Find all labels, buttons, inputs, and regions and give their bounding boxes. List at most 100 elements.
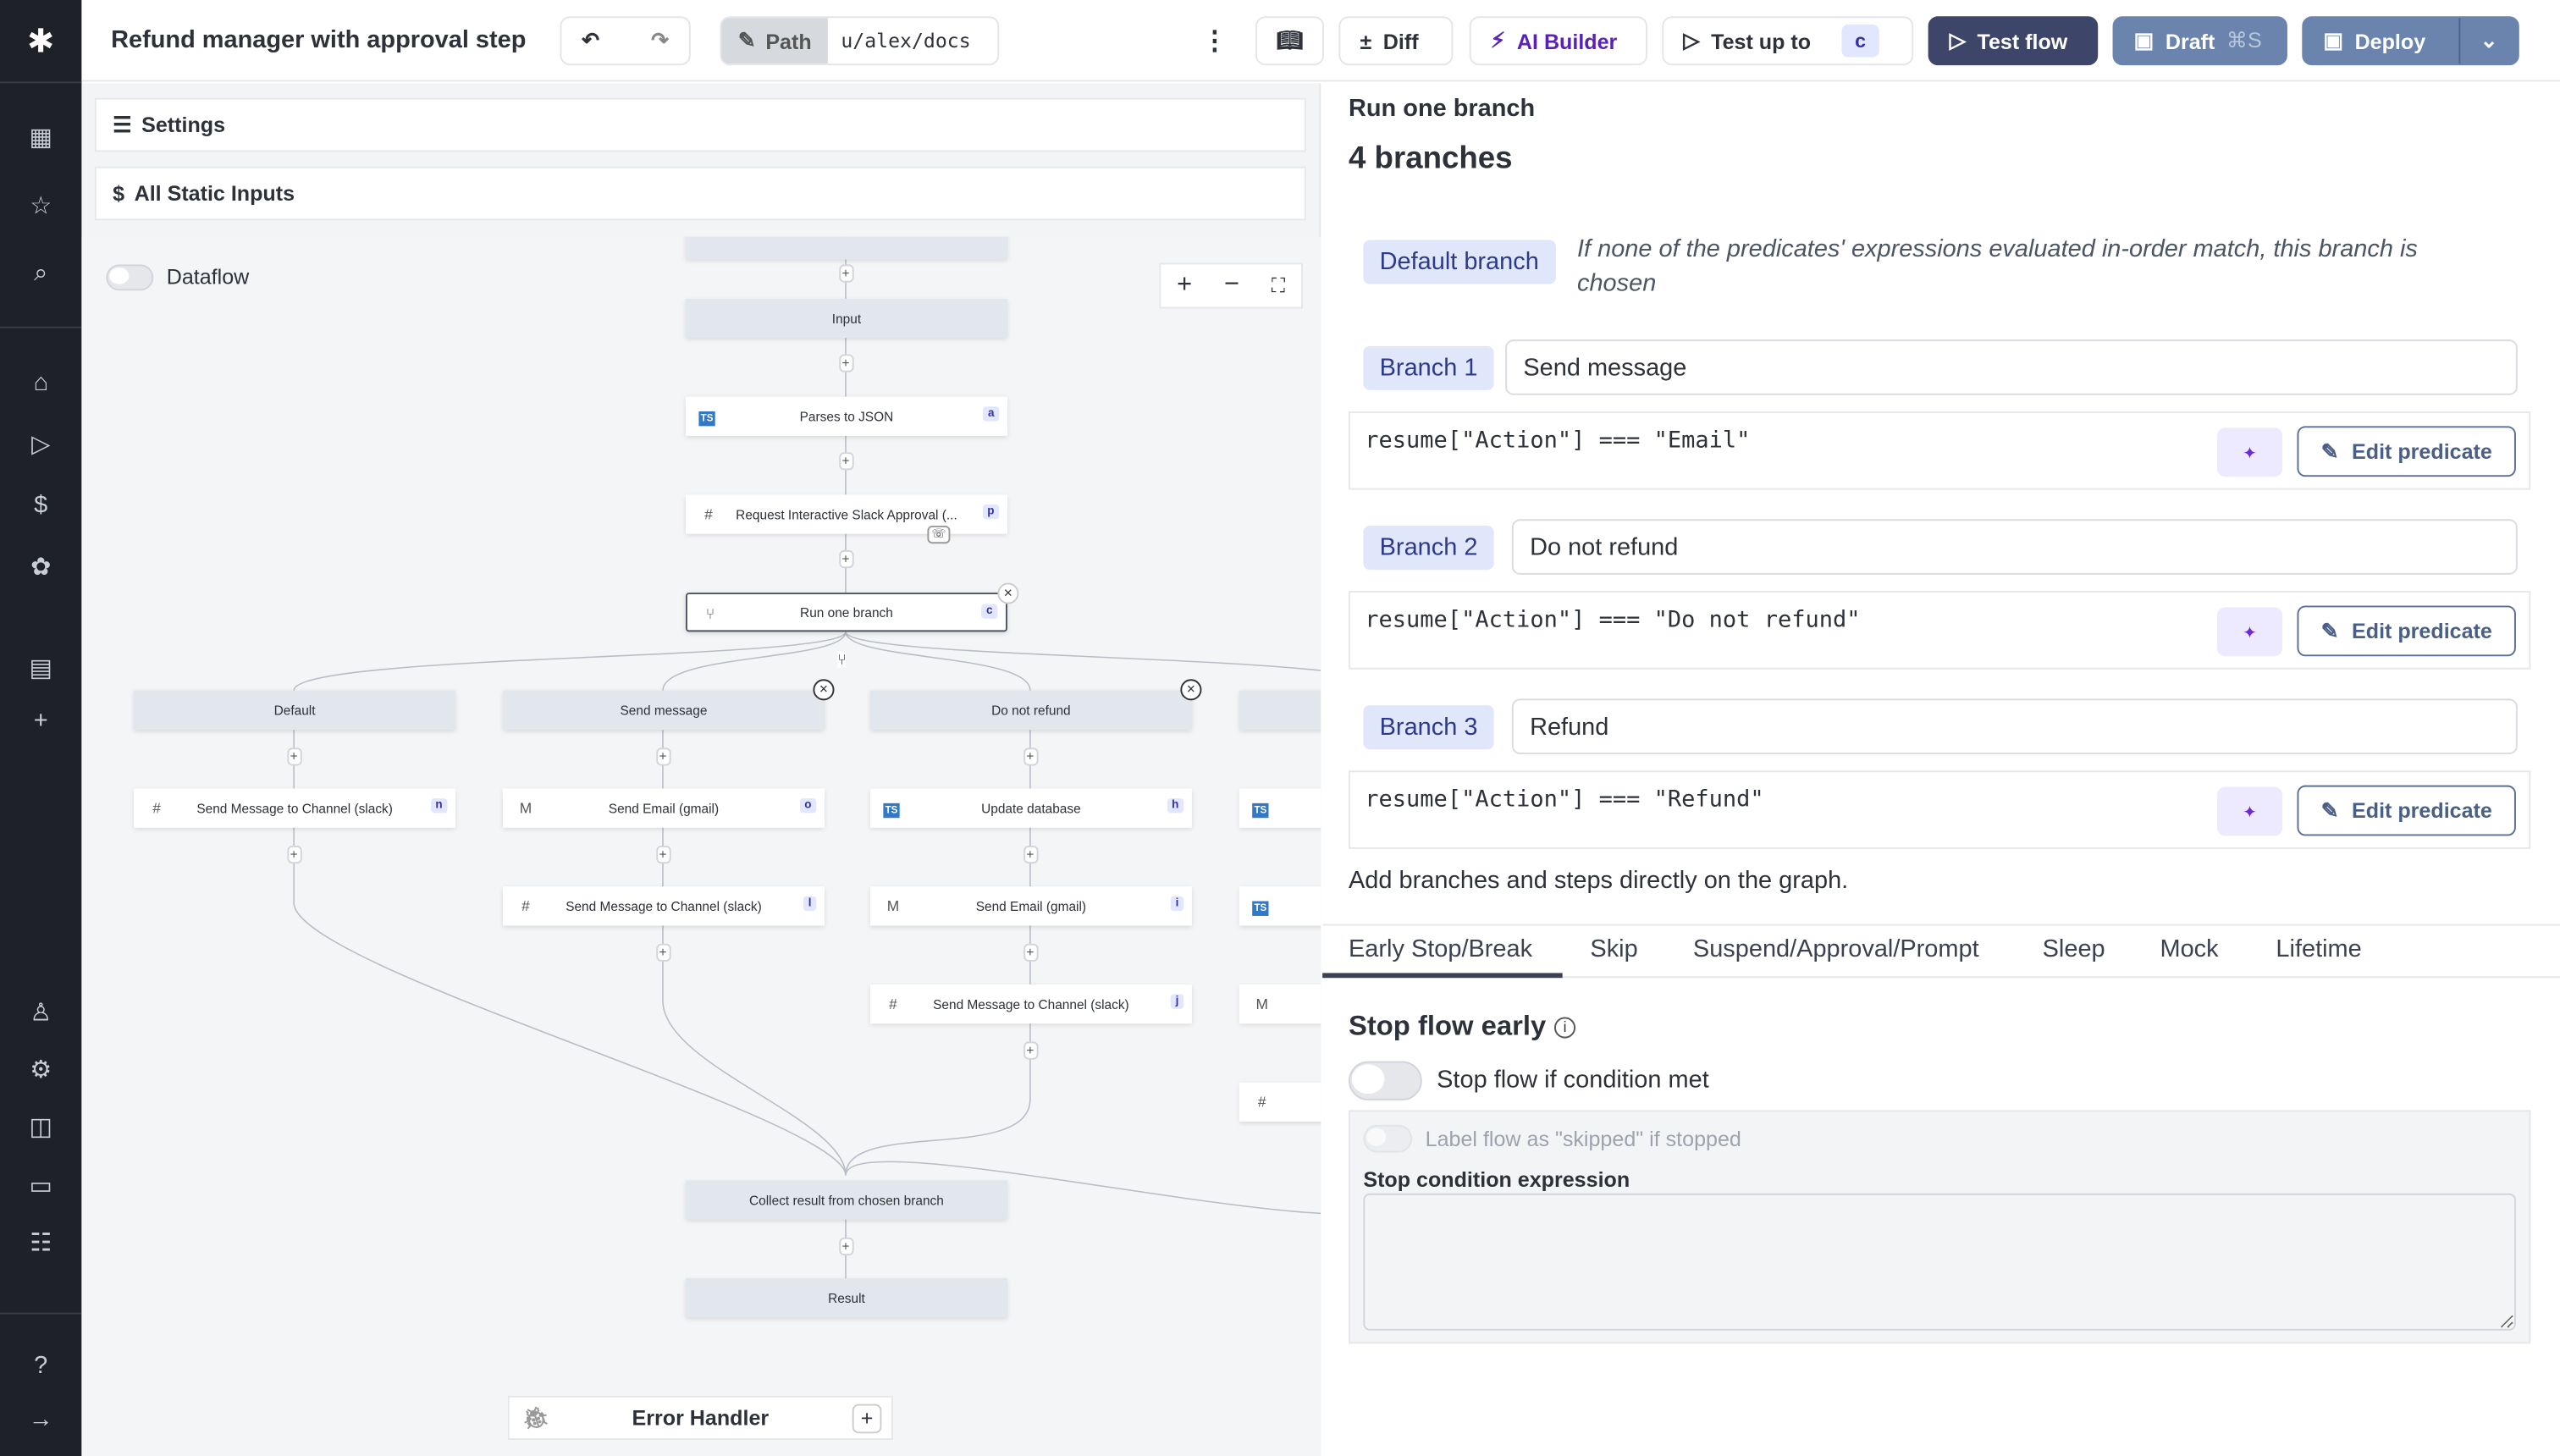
add-step-button[interactable]: +	[838, 1236, 853, 1255]
branch-header-node[interactable]: Do not refund	[869, 690, 1192, 731]
step-node-a[interactable]: TS Parses to JSON a	[685, 396, 1007, 436]
tab-skip[interactable]: Skip	[1590, 935, 1638, 963]
zoom-in-icon[interactable]: +	[1177, 271, 1193, 299]
docs-button[interactable]: 📖︎	[1255, 16, 1325, 66]
settings-section[interactable]: ☰ Settings	[94, 97, 1306, 152]
input-node[interactable]: Input	[685, 298, 1007, 339]
diff-button[interactable]: ± Diff	[1338, 16, 1454, 66]
add-step-button[interactable]: +	[838, 353, 853, 372]
add-step-button[interactable]: +	[838, 451, 853, 470]
result-node[interactable]: Result	[685, 1278, 1007, 1318]
runs-icon[interactable]: ▷	[31, 431, 51, 459]
add-step-button[interactable]: +	[655, 747, 670, 765]
flow-graph-canvas[interactable]: Dataflow + − ⛶ + Input + TS Parses to JSON a + # R…	[81, 236, 1321, 1456]
home-icon[interactable]: ⌂	[33, 367, 48, 396]
add-branch-icon[interactable]: ⑂	[837, 651, 847, 668]
add-step-button[interactable]: +	[1023, 942, 1038, 961]
static-inputs-section[interactable]: $ All Static Inputs	[94, 166, 1306, 221]
ai-predicate-button[interactable]: ✦	[2216, 427, 2283, 477]
info-icon[interactable]: i	[1553, 1017, 1576, 1039]
favorites-icon[interactable]: ☆	[30, 192, 52, 221]
chevron-down-icon[interactable]: ⌄	[2458, 18, 2517, 64]
branch-step-node[interactable]: # Send Message to Channel (slack) j	[869, 984, 1192, 1024]
branch-step-node[interactable]: TS Update database h	[869, 788, 1192, 828]
deploy-button[interactable]: ▣ Deploy ⌄	[2302, 16, 2519, 66]
settings-icon[interactable]: ⚙	[30, 1056, 52, 1084]
step-node-p[interactable]: # Request Interactive Slack Approval (...…	[685, 494, 1007, 534]
path-field[interactable]: ✎ Path u/alex/docs	[720, 16, 1000, 66]
branch-step-node[interactable]: # Send Message to Channel (slack) l	[502, 886, 825, 926]
branch-summary-input[interactable]: Send message	[1505, 339, 2518, 395]
add-step-button[interactable]: +	[838, 263, 853, 282]
ai-predicate-button[interactable]: ✦	[2216, 786, 2283, 836]
flow-title[interactable]: Refund manager with approval step	[111, 25, 527, 54]
stop-condition-expression-input[interactable]	[1363, 1193, 2516, 1331]
dataflow-toggle[interactable]	[106, 264, 154, 291]
edit-predicate-button[interactable]: ✎ Edit predicate	[2297, 785, 2516, 836]
expand-icon[interactable]: →	[28, 1404, 53, 1433]
branch-header-node[interactable]: Default	[134, 690, 456, 731]
add-step-button[interactable]: +	[1023, 747, 1038, 765]
branch-step-node[interactable]: M Send Email (gmail) o	[502, 788, 825, 828]
add-step-button[interactable]: +	[286, 845, 301, 863]
stop-flow-toggle[interactable]	[1348, 1061, 1422, 1100]
audit-icon[interactable]: ▦	[29, 124, 52, 152]
add-step-button[interactable]: +	[286, 747, 301, 765]
delete-node-icon[interactable]: ×	[997, 582, 1019, 604]
remove-branch-icon[interactable]: ×	[813, 679, 835, 701]
tab-suspend-approval-prompt[interactable]: Suspend/Approval/Prompt	[1692, 935, 1979, 963]
add-step-button[interactable]: +	[655, 845, 670, 863]
zoom-out-icon[interactable]: −	[1224, 271, 1240, 299]
search-icon[interactable]: ⌕	[34, 258, 48, 287]
edit-predicate-button[interactable]: ✎ Edit predicate	[2297, 605, 2516, 657]
tab-mock[interactable]: Mock	[2160, 935, 2219, 963]
draft-button[interactable]: ▣ Draft ⌘S	[2112, 16, 2287, 66]
branch-step-node[interactable]: #Sen	[1239, 1082, 1321, 1122]
branch-step-node[interactable]: # Send Message to Channel (slack) n	[134, 788, 456, 828]
add-step-button[interactable]: +	[1023, 845, 1038, 863]
logs-icon[interactable]: ☷	[30, 1229, 52, 1257]
phone-callback-icon[interactable]: ☏	[927, 525, 951, 544]
fit-view-icon[interactable]: ⛶	[1271, 273, 1286, 297]
redo-icon[interactable]: ↷	[651, 27, 670, 52]
error-handler-node[interactable]: 🐞︎ Error Handler +	[507, 1395, 893, 1440]
skipped-toggle[interactable]	[1363, 1124, 1413, 1153]
resources-icon[interactable]: ✿	[30, 553, 52, 582]
tab-sleep[interactable]: Sleep	[2042, 935, 2105, 963]
variables-icon[interactable]: $	[34, 490, 48, 519]
branch-step-node[interactable]: M Send Email (gmail) i	[869, 886, 1192, 926]
remove-branch-icon[interactable]: ×	[1180, 679, 1202, 701]
branch-summary-input[interactable]: Do not refund	[1511, 519, 2518, 575]
edit-predicate-button[interactable]: ✎ Edit predicate	[2297, 426, 2516, 477]
add-error-handler-button[interactable]: +	[852, 1404, 882, 1434]
help-icon[interactable]: ?	[34, 1350, 48, 1379]
branch-header-node[interactable]	[1239, 690, 1321, 731]
sidebar: ✱ ▦ ☆ ⌕ ⌂ ▷ $ ✿ ▤ + ♙ ⚙ ◫ ▭ ☷? →	[0, 0, 82, 1456]
branch-summary-input[interactable]: Refund	[1511, 698, 2518, 754]
branch-step-node[interactable]: M	[1239, 984, 1321, 1024]
step-node-c[interactable]: ⑂ Run one branch c	[685, 593, 1007, 632]
user-icon[interactable]: ♙	[30, 999, 52, 1028]
add-icon[interactable]: +	[33, 706, 48, 734]
tab-early-stop-break[interactable]: Early Stop/Break	[1348, 935, 1533, 963]
test-flow-button[interactable]: ▷ Test flow	[1928, 16, 2099, 66]
schedules-icon[interactable]: ▤	[29, 654, 52, 683]
test-up-to-button[interactable]: ▷ Test up to c	[1662, 16, 1914, 66]
add-step-button[interactable]: +	[655, 942, 670, 961]
ai-builder-button[interactable]: ⚡︎ AI Builder	[1469, 16, 1647, 66]
add-step-button[interactable]: +	[838, 549, 853, 568]
undo-icon[interactable]: ↶	[582, 27, 600, 52]
workers-icon[interactable]: ◫	[29, 1113, 52, 1142]
branch-step-node[interactable]: TS	[1239, 886, 1321, 926]
folders-icon[interactable]: ▭	[29, 1172, 52, 1200]
more-menu-icon[interactable]: ⋮	[1201, 27, 1228, 56]
branch-header-node[interactable]: Send message	[502, 690, 825, 731]
logo-icon[interactable]: ✱	[27, 23, 55, 60]
collect-result-node[interactable]: Collect result from chosen branch	[685, 1180, 1007, 1220]
tab-lifetime[interactable]: Lifetime	[2276, 935, 2362, 963]
zoom-controls: + − ⛶	[1159, 262, 1303, 309]
branch-step-node[interactable]: TS	[1239, 788, 1321, 828]
ai-predicate-button[interactable]: ✦	[2216, 607, 2283, 657]
flow-node-top[interactable]	[685, 236, 1007, 260]
add-step-button[interactable]: +	[1023, 1040, 1038, 1059]
